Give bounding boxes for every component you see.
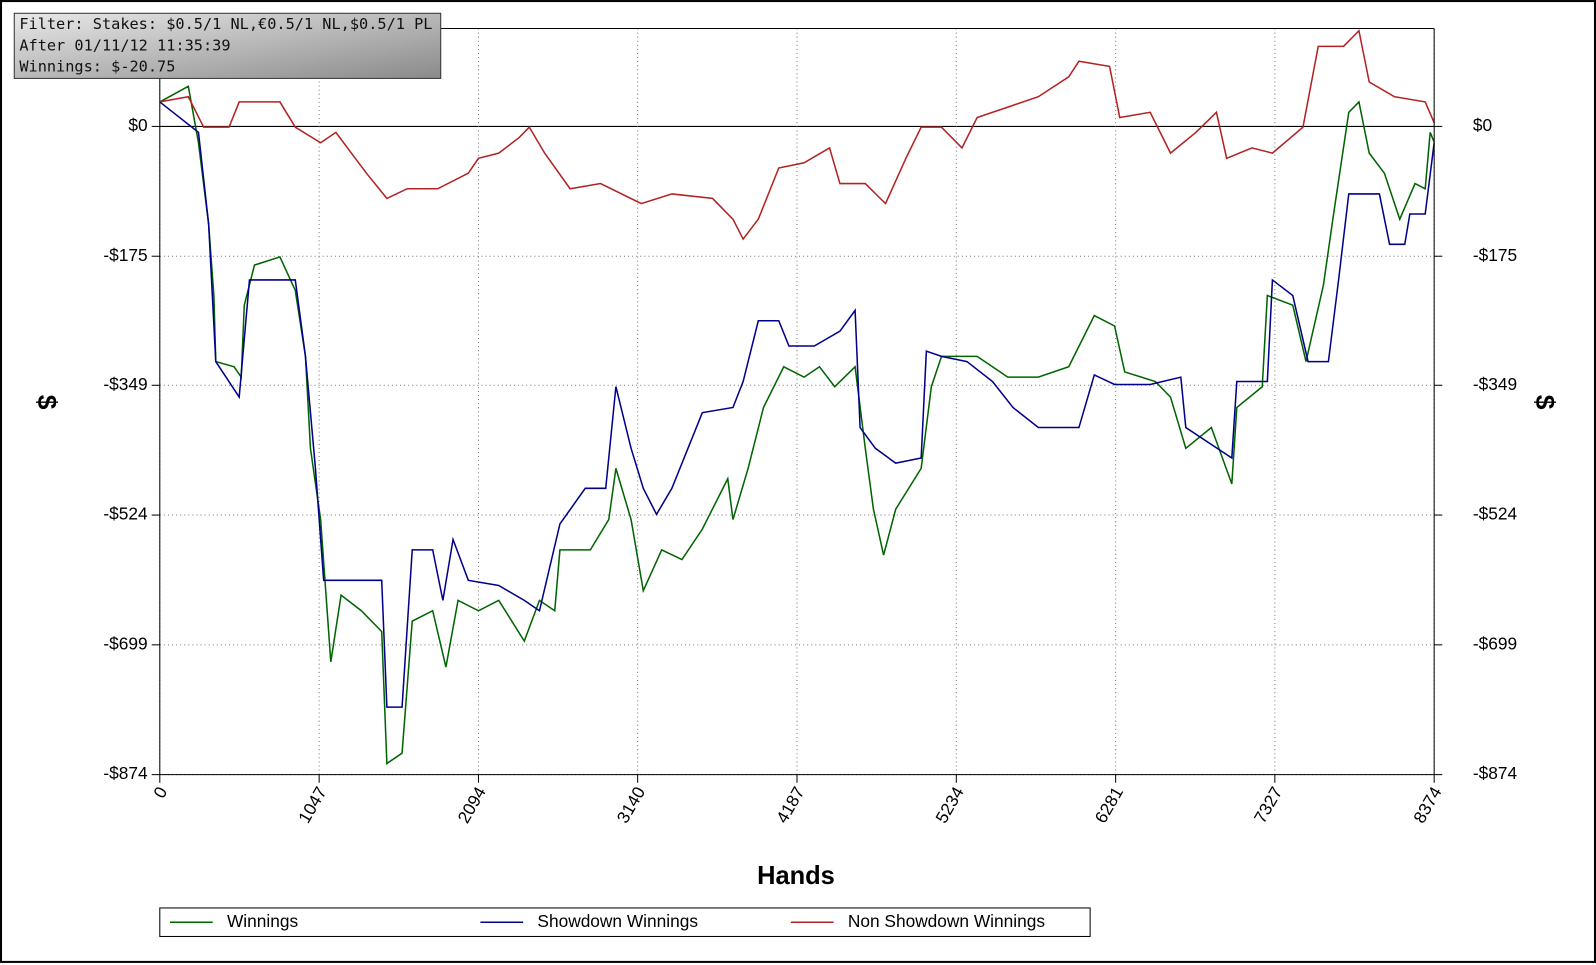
legend: Winnings Showdown Winnings Non Showdown Wi… [159, 907, 1091, 937]
y-tick-label: -$874 [103, 763, 148, 783]
y2-tick-label: -$699 [1473, 633, 1517, 653]
info-text: Filter: Stakes: $0.5/1 NL,€0.5/1 NL,$0.5… [19, 15, 432, 33]
x-axis-title: Hands [757, 862, 835, 890]
series-line [159, 29, 1435, 241]
y-tick-label: $0 [128, 115, 147, 135]
y2-tick-label: -$524 [1473, 504, 1518, 524]
plot-area [159, 28, 1435, 775]
y-tick-label: -$699 [103, 633, 147, 653]
y-axis-title: $ [32, 395, 62, 410]
lines [159, 29, 1435, 765]
y2-axis-title: $ [1530, 395, 1560, 410]
series-line [159, 101, 1435, 708]
y2-tick-label: -$349 [1473, 374, 1517, 394]
y2-tick-label: $0 [1473, 115, 1492, 135]
legend-label: Non Showdown Winnings [848, 911, 1045, 931]
legend-box [159, 907, 1091, 937]
info-text: After 01/11/12 11:35:39 [19, 36, 230, 54]
legend-label: Showdown Winnings [537, 911, 698, 931]
y-tick-label: -$175 [103, 245, 147, 265]
y-tick-label: -$524 [103, 504, 148, 524]
info-text: Winnings: $-20.75 [19, 58, 175, 76]
info-background [13, 12, 442, 79]
info-box: Filter: Stakes: $0.5/1 NL,€0.5/1 NL,$0.5… [13, 12, 442, 79]
y2-tick-label: -$874 [1473, 763, 1518, 783]
y-tick-label: -$349 [103, 374, 147, 394]
y2-tick-label: -$175 [1473, 245, 1517, 265]
legend-label: Winnings [227, 911, 298, 931]
